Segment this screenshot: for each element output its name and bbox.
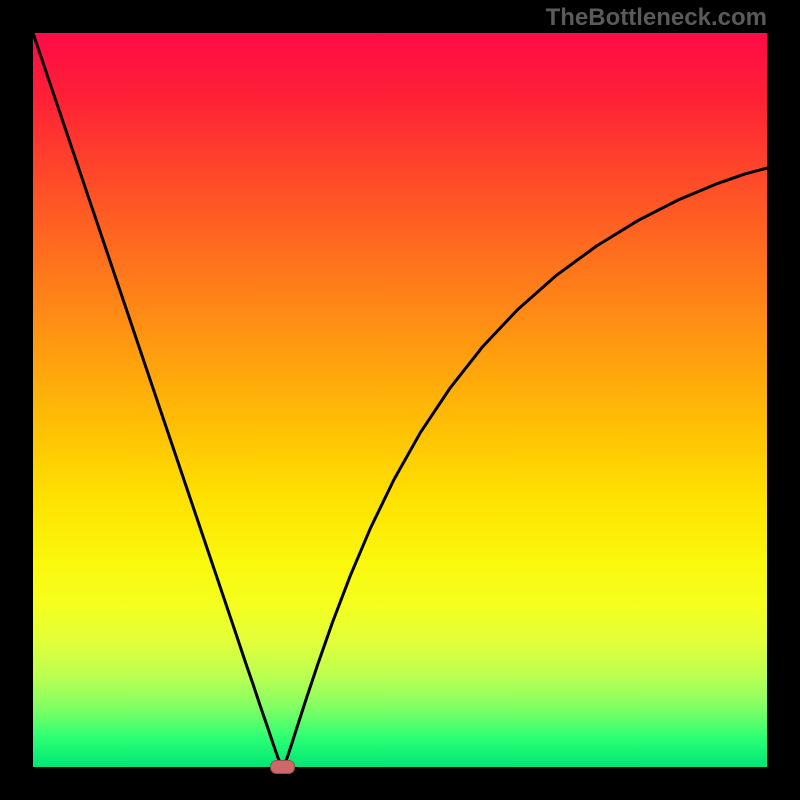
watermark-text: TheBottleneck.com: [546, 4, 767, 32]
chart-frame: TheBottleneck.com: [0, 0, 800, 800]
curve-layer: [0, 0, 800, 800]
bottleneck-curve: [33, 33, 767, 767]
min-marker: [271, 761, 295, 774]
